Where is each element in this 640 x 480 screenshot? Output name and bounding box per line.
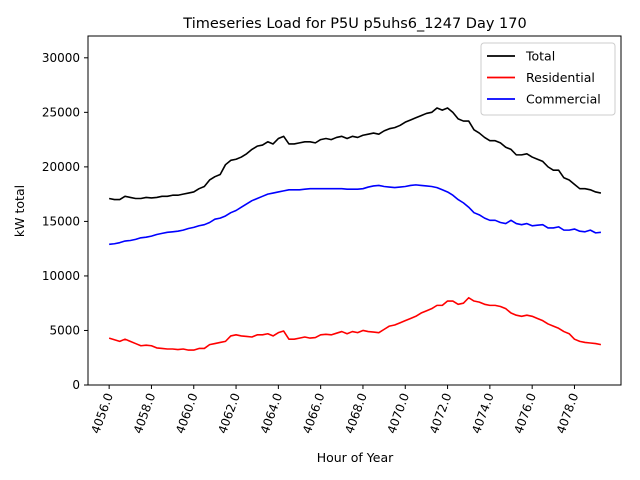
legend-label-residential: Residential [526, 70, 595, 85]
y-tick-label: 30000 [42, 51, 80, 65]
x-tick-label: 4056.0 [88, 391, 116, 435]
y-tick-label: 15000 [42, 214, 80, 228]
x-tick-label: 4062.0 [215, 391, 243, 435]
x-axis: 4056.0 4058.0 4060.0 4062.0 4064.0 4066.0 4068… [88, 385, 581, 435]
y-axis-label: kW total [12, 185, 27, 237]
x-tick-label: 4070.0 [385, 391, 413, 435]
legend-label-total: Total [525, 49, 555, 64]
chart-title: Timeseries Load for P5U p5uhs6_1247 Day … [182, 16, 526, 32]
x-tick-label: 4066.0 [300, 391, 328, 435]
x-tick-label: 4078.0 [554, 391, 582, 435]
series-line-residential [108, 296, 602, 351]
x-tick-label: 4064.0 [258, 391, 286, 435]
x-tick-label: 4076.0 [511, 391, 539, 435]
y-tick-label: 5000 [49, 323, 80, 337]
legend-box [480, 42, 616, 116]
series-line-total [108, 107, 602, 201]
legend: Total Residential Commercial [480, 42, 616, 116]
y-axis: 0 5000 10000 15000 20000 25000 30000 [42, 51, 88, 392]
y-tick-label: 20000 [42, 160, 80, 174]
series-lines [108, 107, 602, 351]
x-axis-label: Hour of Year [317, 450, 394, 465]
y-tick-label: 0 [72, 378, 80, 392]
y-tick-label: 10000 [42, 269, 80, 283]
x-tick-label: 4068.0 [342, 391, 370, 435]
x-tick-label: 4060.0 [173, 391, 201, 435]
legend-label-commercial: Commercial [526, 92, 601, 107]
x-tick-label: 4074.0 [469, 391, 497, 435]
series-line-commercial [109, 184, 601, 246]
x-tick-label: 4058.0 [131, 391, 159, 435]
plot-frame [87, 35, 622, 386]
y-tick-label: 25000 [42, 105, 80, 119]
x-tick-label: 4072.0 [427, 391, 455, 435]
